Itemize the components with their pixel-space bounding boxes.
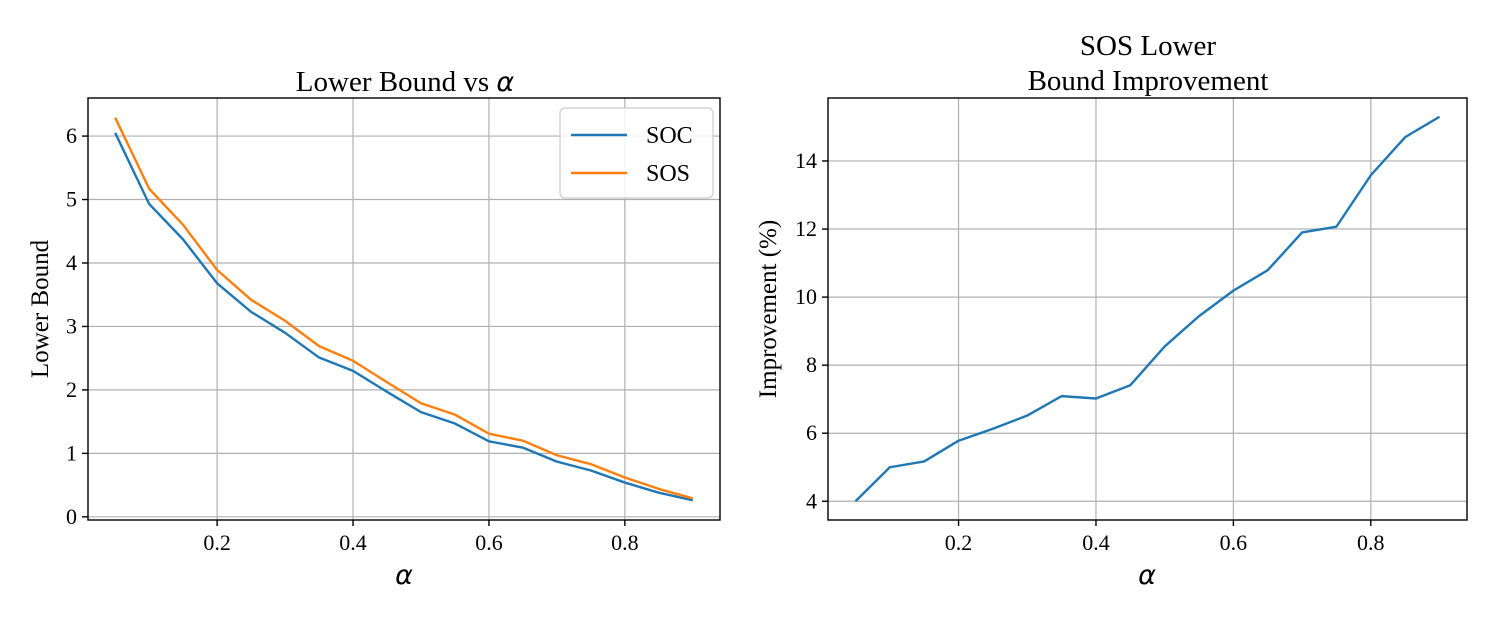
chart-title-text: Lower Bound vs [296,66,497,98]
chart-title: Lower Bound vs α [296,66,515,98]
x-tick-label: 0.4 [1082,530,1110,555]
chart-title-line-2: Bound Improvement [1028,65,1269,97]
y-axis-label: Lower Bound [27,239,54,378]
series-line-soc [114,132,694,502]
plot-frame [827,97,1468,521]
chart-title-symbol: α [496,67,514,98]
y-tick-label: 10 [795,284,817,309]
x-tick-label: 0.4 [339,530,367,555]
x-tick-label: 0.8 [611,530,639,555]
axis-ticks: 0.2 0.4 0.6 0.8 0 1 2 3 4 5 6 [66,123,639,555]
x-tick-label: 0.8 [1357,530,1385,555]
grid-lines [828,98,1467,520]
legend-label-sos: SOS [646,161,690,187]
x-tick-label: 0.2 [203,530,231,555]
series-line-sos [114,117,694,500]
improvement-chart: SOS Lower Bound Improvement 0.2 0.4 0.6 0.8… [755,30,1468,591]
y-tick-label: 2 [66,377,77,402]
x-tick-label: 0.6 [475,530,503,555]
grid-lines [88,98,720,520]
lower-bound-chart: Lower Bound vs α 0.2 0.4 0.6 0.8 0 1 2 3 4 5 6 α L… [27,66,721,591]
series-group [114,117,694,502]
y-tick-label: 5 [66,187,77,212]
axis-ticks: 0.2 0.4 0.6 0.8 4 6 8 10 12 14 [795,148,1385,555]
y-tick-label: 8 [806,352,817,377]
y-tick-label: 6 [806,420,817,445]
y-tick-label: 4 [806,488,817,513]
y-tick-label: 6 [66,123,77,148]
x-axis-label: α [1138,560,1156,591]
x-tick-label: 0.2 [945,530,973,555]
y-tick-label: 0 [66,504,77,529]
chart-title-line-1: SOS Lower [1080,30,1216,62]
legend: SOC SOS [559,107,714,199]
x-axis-label: α [395,560,413,591]
y-tick-label: 3 [66,313,77,338]
legend-label-soc: SOC [646,123,693,149]
legend-box [559,107,714,199]
y-axis-label: Improvement (%) [755,220,782,398]
y-tick-label: 14 [795,148,817,173]
series-line-improvement [854,115,1441,503]
x-tick-label: 0.6 [1220,530,1248,555]
y-tick-label: 12 [795,216,817,241]
y-tick-label: 4 [66,250,77,275]
series-group [854,115,1441,503]
plot-frame [87,97,721,521]
y-tick-label: 1 [66,440,77,465]
